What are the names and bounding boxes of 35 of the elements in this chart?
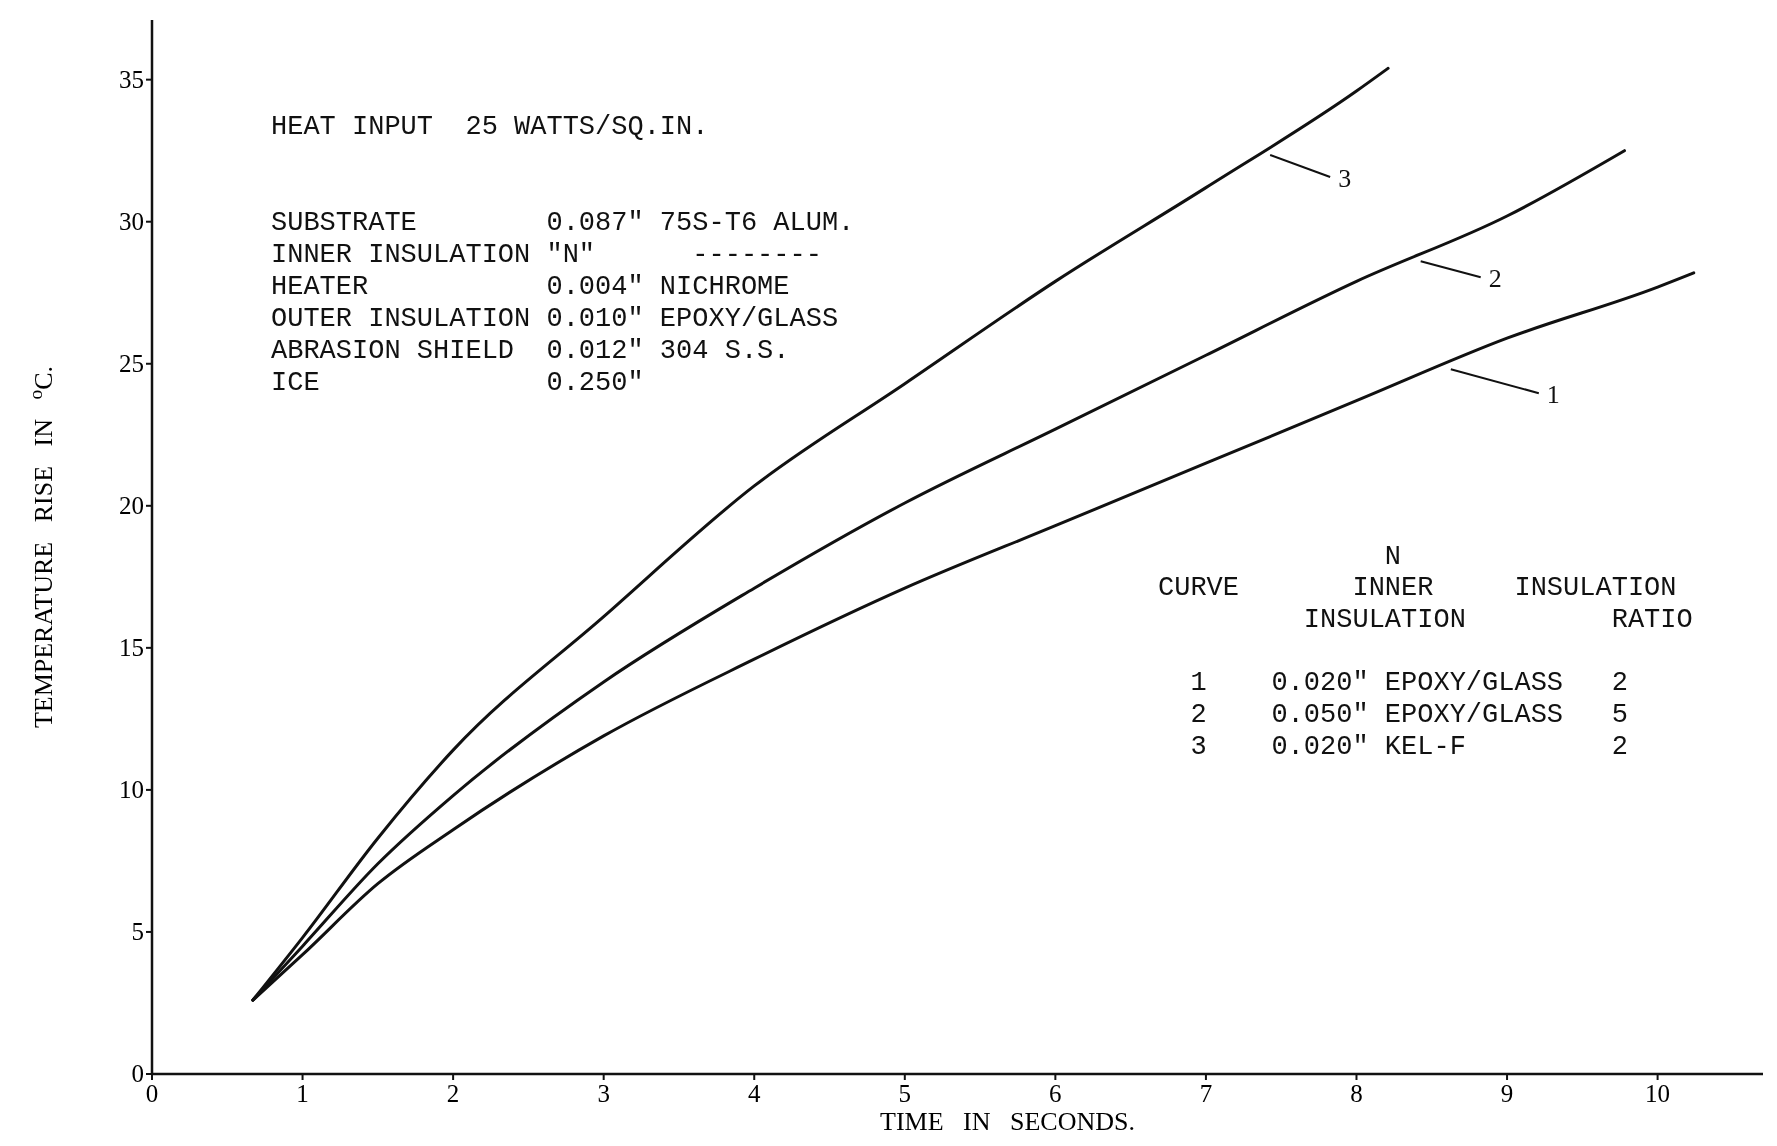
legend-label: 1 (1546, 380, 1560, 410)
x-tick-label: 7 (1199, 1080, 1213, 1107)
annotation: INNER INSULATION "N" -------- (271, 240, 822, 270)
x-tick-label: 4 (747, 1080, 761, 1107)
y-tick-label: 5 (131, 917, 144, 945)
annotation: N (1158, 542, 1402, 572)
annotation: HEATER 0.004" NICHROME (271, 272, 790, 302)
annotation: OUTER INSULATION 0.010" EPOXY/GLASS (271, 304, 839, 334)
annotation: CURVE INNER INSULATION (1158, 573, 1677, 603)
annotation: 2 0.050" EPOXY/GLASS 5 (1158, 700, 1628, 730)
annotation: ICE 0.250" (271, 368, 644, 398)
y-tick-label: 30 (119, 207, 144, 235)
legend-label: 3 (1338, 163, 1352, 193)
x-tick-label: 9 (1500, 1080, 1514, 1107)
annotation: SUBSTRATE 0.087" 75S-T6 ALUM. (271, 208, 855, 238)
annotation: HEAT INPUT 25 WATTS/SQ.IN. (271, 112, 709, 142)
y-tick-label: 15 (119, 633, 144, 661)
y-tick-label: 35 (119, 65, 144, 93)
x-axis-title: TIME IN SECONDS. (880, 1107, 1135, 1136)
y-tick-label: 20 (119, 491, 144, 519)
annotation: 1 0.020" EPOXY/GLASS 2 (1158, 668, 1628, 698)
annotation: INSULATION RATIO (1158, 605, 1693, 635)
x-tick-label: 3 (597, 1080, 610, 1107)
y-tick-label: 10 (119, 775, 144, 803)
x-tick-label: 1 (296, 1080, 309, 1107)
x-tick-label: 8 (1350, 1080, 1363, 1107)
x-tick-label: 5 (898, 1080, 912, 1107)
x-tick-label: 10 (1645, 1080, 1671, 1107)
annotation: 3 0.020" KEL-F 2 (1158, 732, 1628, 762)
y-tick-label: 25 (119, 349, 144, 377)
x-tick-label: 6 (1049, 1080, 1062, 1107)
x-tick-label: 2 (446, 1080, 460, 1107)
y-tick-label: 0 (131, 1060, 144, 1087)
legend-label: 2 (1488, 264, 1502, 294)
annotation: ABRASION SHIELD 0.012" 304 S.S. (271, 336, 790, 366)
